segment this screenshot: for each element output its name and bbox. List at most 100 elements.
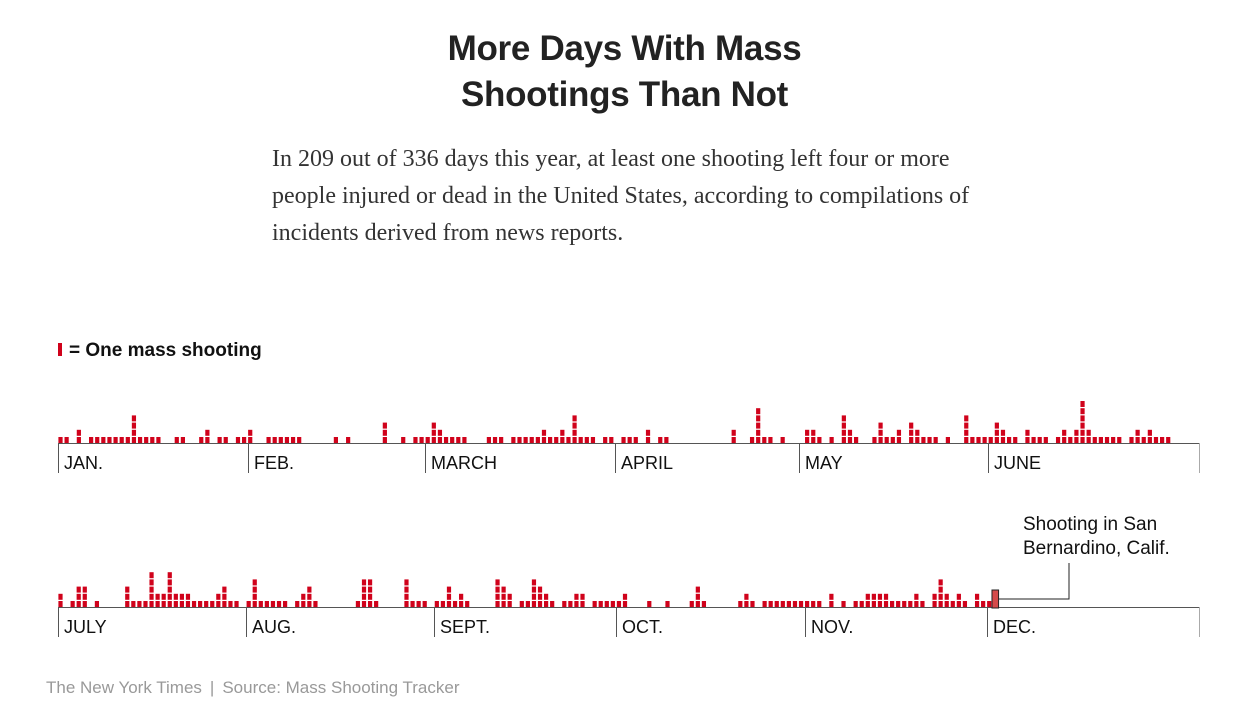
shooting-mark bbox=[167, 572, 172, 579]
shooting-mark bbox=[1000, 429, 1006, 436]
shooting-mark bbox=[149, 586, 154, 593]
shooting-mark bbox=[507, 593, 512, 600]
shooting-mark bbox=[1025, 437, 1030, 443]
shooting-mark bbox=[938, 586, 943, 593]
shooting-mark bbox=[523, 437, 528, 443]
shooting-mark bbox=[1080, 429, 1085, 436]
shooting-mark bbox=[756, 408, 761, 415]
shooting-mark bbox=[994, 437, 999, 443]
shooting-mark bbox=[258, 601, 263, 607]
shooting-mark bbox=[246, 601, 251, 607]
shooting-mark bbox=[780, 437, 785, 443]
shooting-mark bbox=[431, 429, 436, 436]
shooting-mark bbox=[531, 579, 537, 586]
shooting-mark bbox=[859, 601, 864, 607]
shooting-mark bbox=[981, 601, 986, 607]
shooting-mark bbox=[355, 601, 361, 607]
shooting-mark bbox=[199, 437, 204, 443]
shooting-mark bbox=[205, 437, 210, 443]
shooting-mark bbox=[459, 601, 464, 607]
shooting-mark bbox=[216, 601, 221, 607]
shooting-mark bbox=[361, 579, 367, 586]
shooting-mark bbox=[988, 437, 993, 443]
shooting-mark bbox=[896, 601, 901, 607]
shooting-mark bbox=[222, 601, 227, 607]
shooting-mark bbox=[964, 422, 969, 429]
shooting-mark bbox=[592, 601, 597, 607]
shooting-mark bbox=[179, 593, 184, 600]
chart-subtitle: In 209 out of 336 days this year, at lea… bbox=[272, 146, 970, 246]
shooting-mark bbox=[865, 601, 870, 607]
shooting-mark bbox=[529, 437, 534, 443]
shooting-mark bbox=[361, 601, 367, 607]
shooting-mark bbox=[495, 601, 500, 607]
shooting-mark bbox=[664, 437, 669, 443]
shooting-mark bbox=[877, 593, 883, 600]
shooting-mark bbox=[1062, 437, 1067, 443]
legend-label: = One mass shooting bbox=[69, 340, 262, 361]
shooting-mark bbox=[333, 437, 338, 443]
shooting-mark bbox=[419, 437, 424, 443]
shooting-mark bbox=[149, 593, 154, 600]
shooting-mark bbox=[413, 437, 418, 443]
shooting-mark bbox=[847, 429, 853, 436]
shooting-mark bbox=[382, 437, 387, 443]
shooting-mark bbox=[252, 579, 257, 586]
shooting-mark bbox=[222, 586, 227, 593]
shooting-mark bbox=[374, 601, 379, 607]
shooting-mark bbox=[645, 429, 651, 436]
shooting-mark bbox=[501, 593, 506, 600]
shooting-mark bbox=[560, 437, 565, 443]
shooting-mark bbox=[94, 601, 100, 607]
shooting-mark bbox=[574, 593, 579, 600]
shooting-mark bbox=[1098, 437, 1103, 443]
shooting-mark bbox=[167, 593, 172, 600]
shooting-mark bbox=[877, 601, 883, 607]
shooting-mark bbox=[572, 429, 577, 436]
shooting-mark bbox=[584, 437, 589, 443]
shooting-mark bbox=[82, 601, 87, 607]
chart-row-1: JAN. FEB. MARCH APRIL MAY JUNE bbox=[58, 401, 1200, 473]
shooting-mark bbox=[425, 437, 430, 443]
shooting-mark bbox=[82, 593, 87, 600]
shooting-mark bbox=[216, 593, 221, 600]
shooting-mark bbox=[805, 601, 810, 607]
shooting-mark bbox=[167, 601, 172, 607]
shooting-mark bbox=[456, 437, 461, 443]
shooting-mark bbox=[155, 601, 160, 607]
shooting-mark bbox=[459, 593, 464, 600]
shooting-mark bbox=[101, 437, 106, 443]
shooting-mark bbox=[738, 601, 743, 607]
shooting-mark bbox=[266, 437, 271, 443]
shooting-mark bbox=[610, 601, 615, 607]
shooting-mark bbox=[125, 586, 130, 593]
month-label: AUG. bbox=[252, 617, 296, 637]
shooting-mark bbox=[847, 437, 853, 443]
month-label: JUNE bbox=[994, 453, 1041, 473]
shooting-mark bbox=[964, 415, 969, 422]
shooting-mark bbox=[144, 437, 149, 443]
shooting-mark bbox=[902, 601, 907, 607]
shooting-mark bbox=[131, 601, 136, 607]
shooting-mark bbox=[914, 601, 919, 607]
shooting-mark bbox=[1074, 437, 1079, 443]
shooting-mark bbox=[927, 437, 932, 443]
shooting-mark bbox=[909, 422, 914, 429]
shooting-mark bbox=[137, 437, 143, 443]
footer-separator: | bbox=[209, 678, 215, 697]
shooting-mark bbox=[242, 437, 247, 443]
shooting-mark bbox=[731, 437, 736, 443]
shooting-mark bbox=[544, 593, 549, 600]
shooting-mark bbox=[609, 437, 614, 443]
shooting-mark bbox=[1013, 437, 1018, 443]
shooting-mark bbox=[150, 437, 155, 443]
shooting-mark bbox=[361, 593, 367, 600]
shooting-mark bbox=[974, 601, 980, 607]
shooting-mark bbox=[537, 601, 543, 607]
shooting-mark bbox=[580, 593, 585, 600]
month-label: FEB. bbox=[254, 453, 294, 473]
shooting-mark bbox=[994, 422, 999, 429]
shooting-mark bbox=[113, 437, 118, 443]
shooting-mark bbox=[507, 601, 512, 607]
shooting-mark bbox=[367, 586, 373, 593]
